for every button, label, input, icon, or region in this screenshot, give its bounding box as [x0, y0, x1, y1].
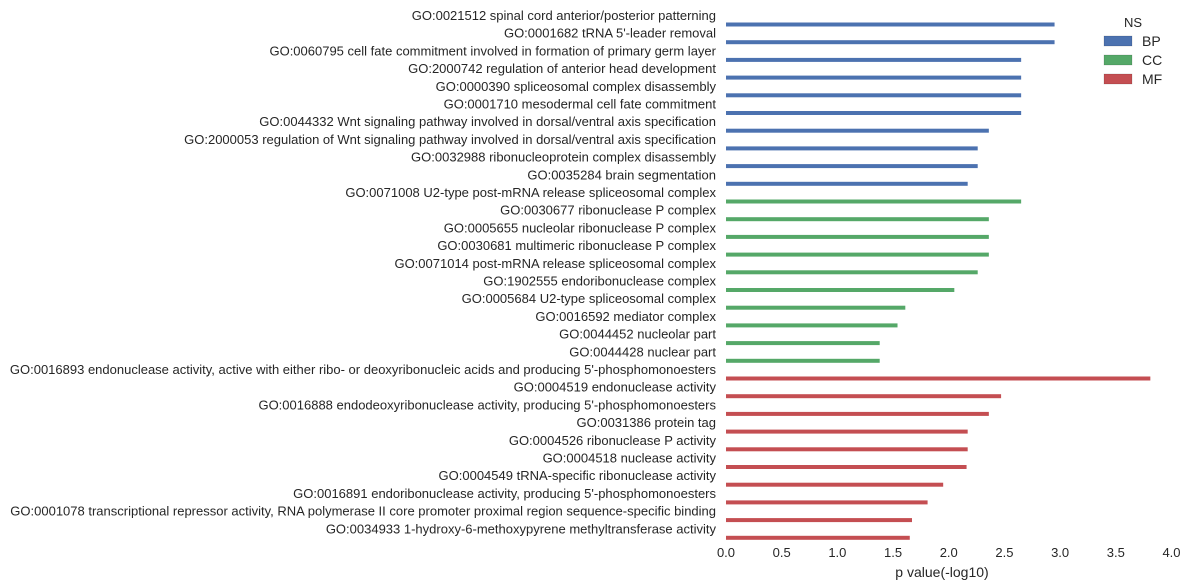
category-labels: GO:0021512 spinal cord anterior/posterio…: [10, 8, 717, 536]
bars-layer: [726, 22, 1151, 540]
x-tick-label: 2.5: [995, 545, 1013, 560]
category-label: GO:0000390 spliceosomal complex disassem…: [436, 79, 717, 94]
bar-cc: [726, 234, 989, 239]
bar-bp: [726, 93, 1022, 98]
category-label: GO:0030677 ribonuclease P complex: [500, 203, 716, 218]
bar-cc: [726, 288, 955, 292]
category-label: GO:0044332 Wnt signaling pathway involve…: [259, 114, 716, 129]
category-label: GO:0030681 multimeric ribonuclease P com…: [437, 238, 716, 253]
category-label: GO:0001710 mesodermal cell fate commitme…: [444, 97, 717, 112]
bar-cc: [726, 217, 989, 222]
category-label: GO:1902555 endoribonuclease complex: [483, 274, 716, 289]
x-axis: p value(-log10) 0.0 0.5 1.0 1.5 2.0 2.5 3.0 3.5…: [717, 545, 1181, 580]
category-label: GO:2000742 regulation of anterior head d…: [408, 61, 716, 76]
bar-bp: [726, 164, 978, 169]
bar-bp: [726, 57, 1022, 62]
category-label: GO:0001682 tRNA 5'-leader removal: [504, 26, 716, 41]
category-label: GO:0005655 nucleolar ribonuclease P comp…: [444, 220, 717, 235]
bar-mf: [726, 482, 944, 487]
bar-bp: [726, 111, 1022, 115]
x-tick-label: 4.0: [1162, 545, 1180, 560]
category-label: GO:0016891 endoribonuclease activity, pr…: [293, 486, 716, 501]
bar-cc: [726, 270, 978, 275]
x-tick-label: 1.5: [884, 545, 902, 560]
bar-mf: [726, 465, 967, 469]
bar-bp: [726, 146, 978, 151]
x-tick-label: 3.5: [1107, 545, 1125, 560]
legend-label-cc: CC: [1142, 52, 1162, 68]
bar-mf: [726, 535, 910, 540]
x-axis-label: p value(-log10): [895, 564, 988, 580]
legend: NS BP CC MF: [1103, 15, 1162, 87]
bar-mf: [726, 447, 968, 452]
category-label: GO:0034933 1-hydroxy-6-methoxypyrene met…: [326, 521, 717, 536]
bar-cc: [726, 358, 880, 363]
category-label: GO:0060795 cell fate commitment involved…: [269, 43, 716, 58]
category-label: GO:2000053 regulation of Wnt signaling p…: [184, 132, 716, 147]
bar-mf: [726, 394, 1002, 399]
x-tick-label: 0.5: [773, 545, 791, 560]
bar-bp: [726, 75, 1022, 80]
category-label: GO:0004519 endonuclease activity: [514, 380, 717, 395]
x-tick-label: 3.0: [1051, 545, 1069, 560]
legend-swatch-bp: [1103, 35, 1133, 47]
legend-swatch-cc: [1103, 54, 1133, 66]
category-label: GO:0071008 U2-type post-mRNA release spl…: [345, 185, 716, 200]
bar-cc: [726, 341, 880, 346]
bar-mf: [726, 411, 989, 416]
category-label: GO:0021512 spinal cord anterior/posterio…: [412, 8, 716, 23]
bar-cc: [726, 252, 989, 257]
x-tick-label: 1.0: [828, 545, 846, 560]
category-label: GO:0016592 mediator complex: [535, 309, 716, 324]
category-label: GO:0044452 nucleolar part: [559, 327, 716, 342]
bar-bp: [726, 128, 989, 133]
bar-cc: [726, 323, 898, 328]
category-label: GO:0016888 endodeoxyribonuclease activit…: [258, 397, 716, 412]
bar-bp: [726, 40, 1055, 45]
bar-cc: [726, 305, 906, 310]
category-label: GO:0044428 nuclear part: [569, 344, 716, 359]
category-label: GO:0004526 ribonuclease P activity: [509, 433, 717, 448]
category-label: GO:0004549 tRNA-specific ribonuclease ac…: [439, 468, 717, 483]
bar-mf: [726, 518, 912, 523]
category-label: GO:0005684 U2-type spliceosomal complex: [462, 291, 717, 306]
bar-mf: [726, 500, 928, 505]
category-label: GO:0031386 protein tag: [577, 415, 717, 430]
category-label: GO:0016893 endonuclease activity, active…: [10, 362, 717, 377]
legend-swatch-mf: [1103, 73, 1133, 85]
x-tick-label: 2.0: [940, 545, 958, 560]
bar-bp: [726, 22, 1055, 27]
x-tick-label: 0.0: [717, 545, 735, 560]
category-label: GO:0035284 brain segmentation: [527, 167, 716, 182]
legend-title: NS: [1124, 15, 1142, 30]
bar-mf: [726, 429, 968, 434]
legend-label-mf: MF: [1142, 71, 1162, 87]
category-label: GO:0071014 post-mRNA release spliceosoma…: [394, 256, 716, 271]
category-label: GO:0004518 nuclease activity: [543, 451, 717, 466]
category-label: GO:0032988 ribonucleoprotein complex dis…: [411, 150, 716, 165]
bar-mf: [726, 376, 1151, 381]
legend-label-bp: BP: [1142, 33, 1161, 49]
bar-cc: [726, 199, 1022, 204]
bar-bp: [726, 181, 968, 186]
category-label: GO:0001078 transcriptional repressor act…: [10, 504, 716, 519]
